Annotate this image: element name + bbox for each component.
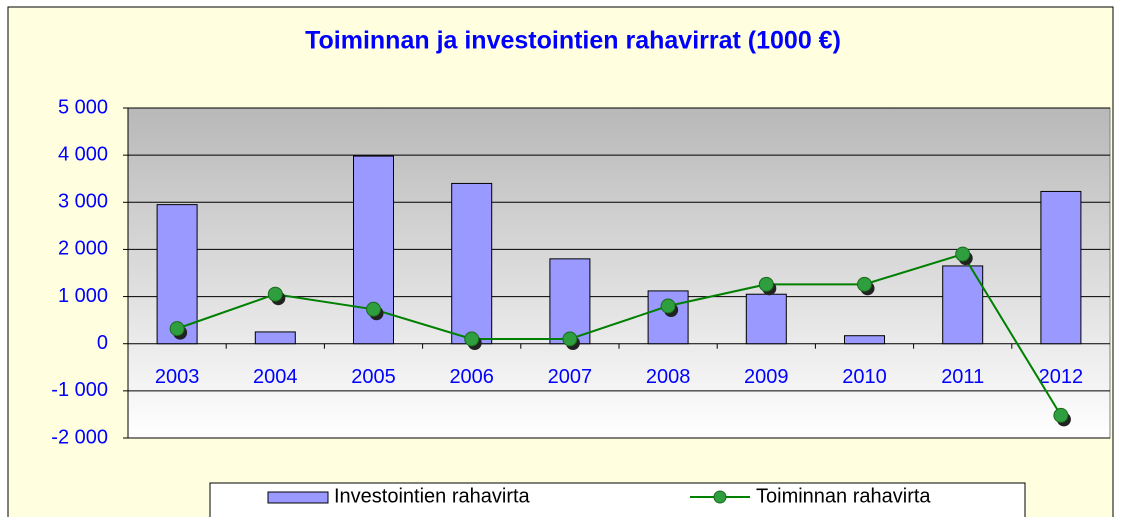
legend-marker: [713, 490, 727, 504]
marker: [955, 246, 971, 262]
y-tick-label: 1 000: [58, 285, 108, 307]
marker: [562, 331, 578, 347]
x-tick-label: 2005: [351, 366, 396, 388]
x-tick-label: 2010: [842, 366, 887, 388]
x-tick-label: 2004: [253, 366, 298, 388]
marker: [660, 298, 676, 314]
x-tick-label: 2007: [548, 366, 593, 388]
bar: [156, 204, 198, 345]
bar: [1040, 190, 1082, 345]
marker: [464, 331, 480, 347]
x-tick-label: 2011: [941, 366, 984, 388]
marker: [267, 286, 283, 302]
legend-label: Investointien rahavirta: [334, 485, 531, 507]
legend-swatch: [267, 491, 329, 504]
y-tick-label: 4 000: [58, 143, 108, 165]
y-tick-label: 5 000: [58, 96, 108, 118]
x-tick-label: 2012: [1039, 366, 1084, 388]
chart-title: Toiminnan ja investointien rahavirrat (1…: [305, 27, 841, 55]
x-tick-label: 2008: [646, 366, 691, 388]
legend-label: Toiminnan rahavirta: [756, 485, 931, 507]
x-tick-label: 2009: [744, 366, 789, 388]
bar: [451, 182, 493, 345]
y-tick-label: 3 000: [58, 191, 108, 213]
bar: [745, 293, 787, 345]
y-tick-label: 2 000: [58, 238, 108, 260]
marker: [1053, 407, 1069, 423]
bar: [254, 331, 296, 345]
marker: [857, 276, 872, 292]
bar: [549, 258, 591, 345]
legend-box: [209, 482, 1026, 517]
line: [176, 252, 1062, 416]
y-tick-label: -1 000: [51, 379, 108, 401]
x-tick-label: 2006: [449, 366, 494, 388]
marker: [758, 276, 774, 292]
y-tick-label: -2 000: [51, 426, 108, 448]
y-tick-label: 0: [97, 332, 108, 354]
marker: [366, 301, 381, 317]
bar: [844, 335, 885, 345]
marker: [169, 321, 185, 337]
bar: [942, 265, 984, 345]
x-tick-label: 2003: [155, 366, 200, 388]
